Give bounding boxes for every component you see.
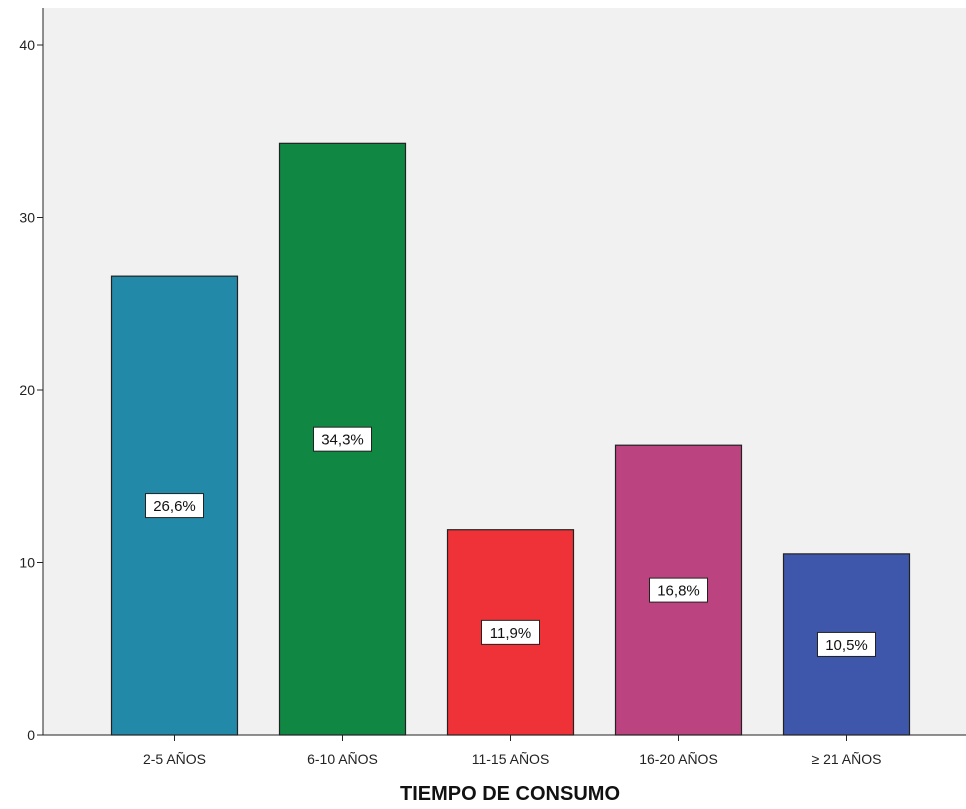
bars-group: 26,6% 34,3% 11,9% 16,8% 10,5% — [110, 142, 911, 736]
x-tick-label: 16-20 AÑOS — [639, 751, 718, 767]
data-label-box — [145, 493, 204, 519]
x-axis-title: TIEMPO DE CONSUMO — [400, 783, 620, 805]
data-label: 34,3% — [321, 432, 364, 449]
y-tick-label: 0 — [27, 727, 35, 743]
y-tick-label: 10 — [19, 555, 35, 571]
data-label: 26,6% — [153, 498, 196, 515]
x-tick-label: ≥ 21 AÑOS — [812, 751, 882, 767]
data-label-box — [313, 426, 372, 452]
bar — [110, 275, 239, 736]
y-tick-label: 40 — [19, 37, 35, 53]
data-label: 10,5% — [825, 637, 868, 654]
y-axis: 0 10 20 30 40 — [19, 8, 44, 743]
data-label-box — [649, 577, 708, 603]
y-tick-label: 30 — [19, 210, 35, 226]
x-tick-label: 6-10 AÑOS — [307, 751, 378, 767]
data-label: 16,8% — [657, 583, 700, 600]
y-tick-label: 20 — [19, 382, 35, 398]
data-label-box — [481, 619, 540, 645]
data-label: 11,9% — [490, 625, 531, 642]
x-tick-label: 2-5 AÑOS — [143, 751, 206, 767]
data-label-box — [817, 631, 876, 657]
x-axis: 2-5 AÑOS 6-10 AÑOS 11-15 AÑOS 16-20 AÑOS ≥ 2… — [37, 734, 966, 767]
x-tick-label: 11-15 AÑOS — [472, 751, 550, 767]
